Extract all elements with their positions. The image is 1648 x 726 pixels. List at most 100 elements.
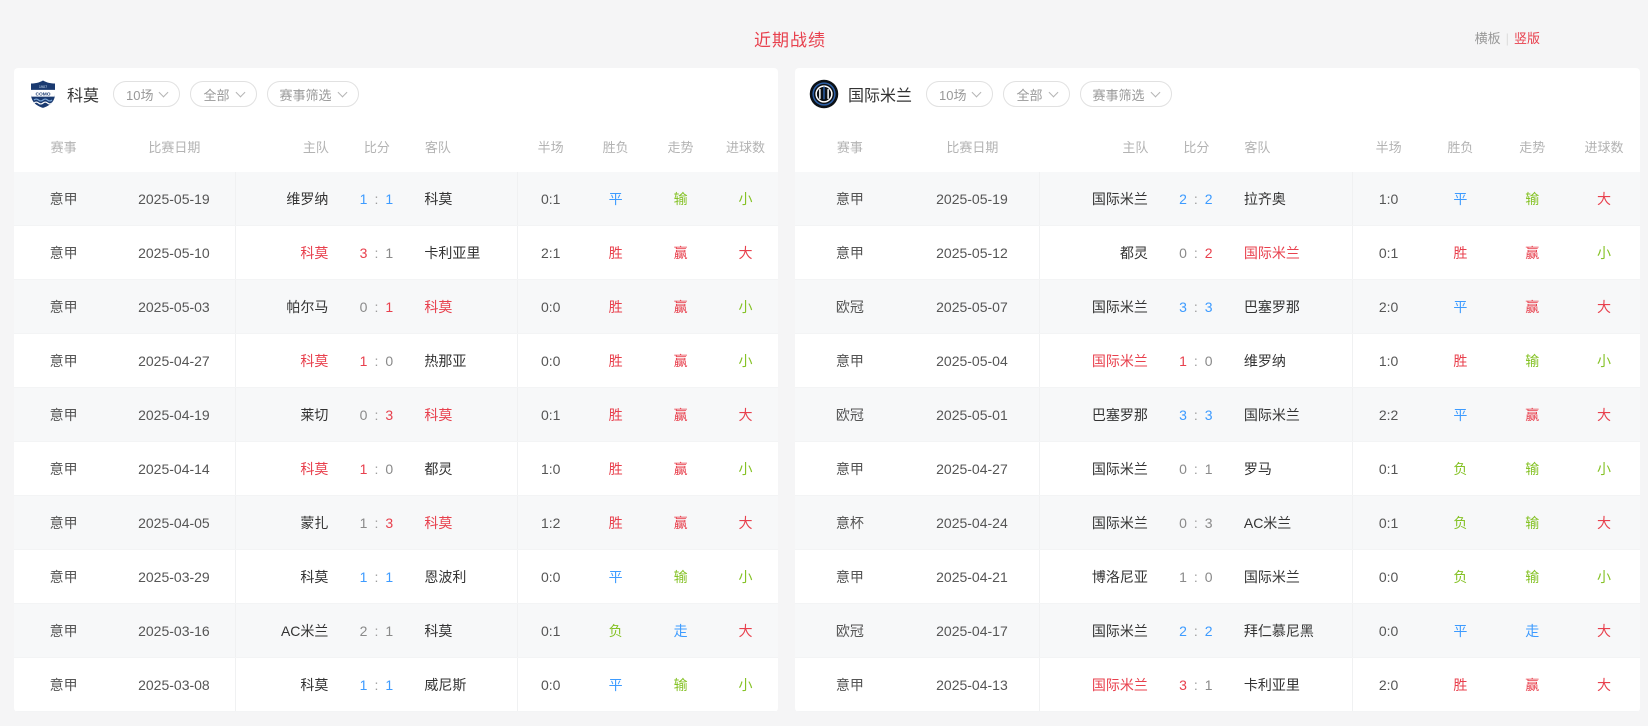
match-teams: 科莫 1:1 恩波利: [236, 550, 519, 603]
vertical-layout-link[interactable]: 竖版: [1513, 31, 1540, 46]
match-row[interactable]: 意杯 2025-04-24 国际米兰 0:3 AC米兰 0:1 负 输 大: [795, 496, 1640, 550]
result-tag: 平: [1453, 406, 1468, 423]
match-event: 意甲: [835, 568, 864, 585]
match-date: 2025-04-17: [905, 604, 1041, 657]
match-date: 2025-04-05: [113, 496, 236, 549]
column-header-result: 胜负: [602, 139, 629, 155]
away-score: 1: [385, 244, 394, 261]
match-date: 2025-03-29: [113, 550, 236, 603]
trend-tag: 赢: [1525, 244, 1540, 261]
chevron-down-icon: [337, 87, 347, 97]
match-row[interactable]: 意甲 2025-05-19 国际米兰 2:2 拉齐奥 1:0 平 输 大: [795, 172, 1640, 226]
score-colon: :: [1193, 568, 1198, 585]
match-row[interactable]: 意甲 2025-04-05 蒙扎 1:3 科莫 1:2 胜 赢 大: [14, 496, 778, 550]
away-team-name: 都灵: [424, 460, 453, 477]
match-teams: 维罗纳 1:1 科莫: [236, 172, 519, 225]
match-row[interactable]: 意甲 2025-03-16 AC米兰 2:1 科莫 0:1 负 走 大: [14, 604, 778, 658]
trend-tag: 赢: [673, 298, 688, 315]
score-colon: :: [374, 676, 379, 693]
match-row[interactable]: 意甲 2025-05-12 都灵 0:2 国际米兰 0:1 胜 赢 小: [795, 226, 1640, 280]
halftime-score: 0:0: [540, 568, 561, 585]
trend-tag: 输: [1525, 568, 1540, 585]
score-colon: :: [1193, 406, 1198, 423]
halftime-score: 1:2: [540, 514, 561, 531]
match-score: 0:3: [340, 407, 412, 423]
chevron-down-icon: [1150, 87, 1160, 97]
result-tag: 胜: [608, 406, 623, 423]
halftime-score: 0:1: [1378, 514, 1399, 531]
home-score: 3: [1179, 676, 1187, 693]
match-row[interactable]: 意甲 2025-04-13 国际米兰 3:1 卡利亚里 2:0 胜 赢 大: [795, 658, 1640, 712]
away-team-name: 热那亚: [424, 352, 467, 369]
match-row[interactable]: 意甲 2025-04-19 莱切 0:3 科莫 0:1 胜 赢 大: [14, 388, 778, 442]
match-score: 1:0: [340, 461, 412, 477]
match-score: 1:1: [340, 191, 412, 207]
trend-tag: 赢: [673, 352, 688, 369]
match-row[interactable]: 意甲 2025-04-27 国际米兰 0:1 罗马 0:1 负 输 小: [795, 442, 1640, 496]
top-bar: 近期战绩 横板 | 竖版: [0, 0, 1648, 68]
trend-tag: 赢: [673, 460, 688, 477]
goals-tag: 小: [738, 568, 753, 585]
toggle-divider: |: [1505, 31, 1509, 46]
goals-tag: 大: [1597, 298, 1612, 315]
column-header-away: 客队: [424, 139, 451, 155]
horizontal-layout-link[interactable]: 横板: [1474, 31, 1501, 46]
goals-tag: 大: [738, 244, 753, 261]
match-row[interactable]: 意甲 2025-05-04 国际米兰 1:0 维罗纳 1:0 胜 输 小: [795, 334, 1640, 388]
home-score: 0: [1179, 460, 1187, 477]
scope-filter[interactable]: 全部: [1003, 81, 1070, 107]
halftime-score: 2:0: [1378, 676, 1399, 693]
home-score: 3: [359, 244, 368, 261]
match-row[interactable]: 意甲 2025-04-27 科莫 1:0 热那亚 0:0 胜 赢 小: [14, 334, 778, 388]
away-team-name: 卡利亚里: [1243, 676, 1300, 693]
halftime-score: 0:1: [1378, 244, 1399, 261]
scope-filter[interactable]: 全部: [190, 81, 257, 107]
results-table-body: 意甲 2025-05-19 维罗纳 1:1 科莫 0:1 平输小意甲 2025-05-10 科莫…: [14, 172, 778, 712]
team-panel-como: 1907 COMO 科莫 10场 全部 赛事筛选: [14, 68, 778, 712]
match-row[interactable]: 意甲 2025-05-10 科莫 3:1 卡利亚里 2:1 胜 赢 大: [14, 226, 778, 280]
home-score: 0: [1179, 514, 1187, 531]
away-team-name: 科莫: [424, 514, 453, 531]
trend-tag: 赢: [673, 406, 688, 423]
match-row[interactable]: 意甲 2025-04-14 科莫 1:0 都灵 1:0 胜 赢 小: [14, 442, 778, 496]
column-header-score: 比分: [363, 139, 390, 155]
halftime-score: 0:0: [1378, 568, 1399, 585]
match-count-filter[interactable]: 10场: [113, 81, 181, 107]
match-row[interactable]: 意甲 2025-03-29 科莫 1:1 恩波利 0:0 平 输 小: [14, 550, 778, 604]
chevron-down-icon: [1048, 87, 1058, 97]
match-teams: 国际米兰 2:2 拜仁慕尼黑: [1040, 604, 1353, 657]
match-date: 2025-04-14: [113, 442, 236, 495]
match-row[interactable]: 意甲 2025-04-21 博洛尼亚 1:0 国际米兰 0:0 负 输 小: [795, 550, 1640, 604]
home-score: 3: [1179, 406, 1187, 423]
table-header: 赛事 比赛日期 主队 比分 客队 半场 胜负 走势 进球数: [795, 120, 1640, 172]
match-date: 2025-03-08: [113, 658, 236, 711]
away-score: 2: [1204, 244, 1213, 261]
home-team-name: 博洛尼亚: [1091, 568, 1148, 585]
match-row[interactable]: 欧冠 2025-05-07 国际米兰 3:3 巴塞罗那 2:0 平 赢 大: [795, 280, 1640, 334]
away-score: 1: [1204, 460, 1213, 477]
home-team-name: 国际米兰: [1091, 460, 1148, 477]
match-score: 2:1: [340, 623, 412, 639]
match-event: 欧冠: [835, 622, 864, 639]
match-count-filter-label: 10场: [126, 87, 154, 103]
match-row[interactable]: 欧冠 2025-05-01 巴塞罗那 3:3 国际米兰 2:2 平 赢 大: [795, 388, 1640, 442]
match-count-filter[interactable]: 10场: [926, 81, 994, 107]
home-score: 1: [1179, 568, 1187, 585]
column-header-away: 客队: [1244, 139, 1271, 155]
match-teams: 都灵 0:2 国际米兰: [1040, 226, 1353, 279]
result-tag: 负: [1453, 460, 1468, 477]
trend-tag: 赢: [1525, 298, 1540, 315]
home-score: 1: [359, 676, 368, 693]
match-row[interactable]: 意甲 2025-05-03 帕尔马 0:1 科莫 0:0 胜 赢 小: [14, 280, 778, 334]
match-row[interactable]: 意甲 2025-05-19 维罗纳 1:1 科莫 0:1 平 输 小: [14, 172, 778, 226]
event-filter[interactable]: 赛事筛选: [266, 81, 359, 107]
match-event: 意甲: [835, 352, 864, 369]
result-tag: 平: [608, 568, 623, 585]
event-filter[interactable]: 赛事筛选: [1079, 81, 1172, 107]
result-tag: 胜: [608, 298, 623, 315]
match-count-filter-label: 10场: [939, 87, 967, 103]
match-score: 2:2: [1160, 623, 1232, 639]
match-row[interactable]: 意甲 2025-03-08 科莫 1:1 威尼斯 0:0 平 输 小: [14, 658, 778, 712]
match-row[interactable]: 欧冠 2025-04-17 国际米兰 2:2 拜仁慕尼黑 0:0 平 走 大: [795, 604, 1640, 658]
match-score: 1:0: [340, 353, 412, 369]
